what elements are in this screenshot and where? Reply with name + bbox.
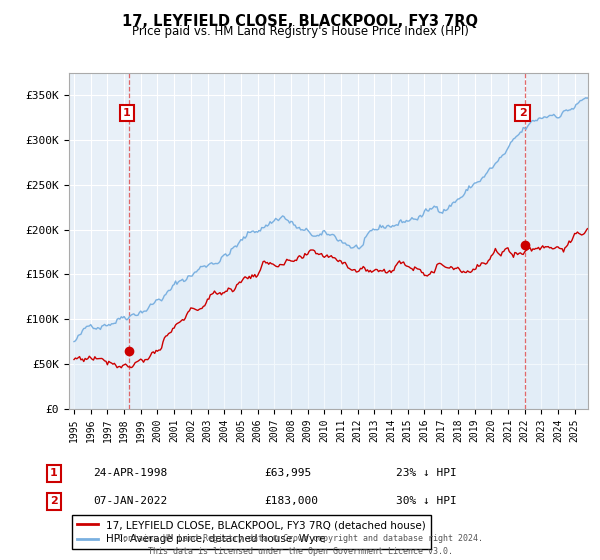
Text: 2: 2 bbox=[519, 108, 526, 118]
Text: 1: 1 bbox=[123, 108, 131, 118]
Legend: 17, LEYFIELD CLOSE, BLACKPOOL, FY3 7RQ (detached house), HPI: Average price, det: 17, LEYFIELD CLOSE, BLACKPOOL, FY3 7RQ (… bbox=[71, 515, 431, 549]
Text: 2: 2 bbox=[50, 496, 58, 506]
Text: 17, LEYFIELD CLOSE, BLACKPOOL, FY3 7RQ: 17, LEYFIELD CLOSE, BLACKPOOL, FY3 7RQ bbox=[122, 14, 478, 29]
Text: Price paid vs. HM Land Registry's House Price Index (HPI): Price paid vs. HM Land Registry's House … bbox=[131, 25, 469, 38]
Text: 24-APR-1998: 24-APR-1998 bbox=[93, 468, 167, 478]
Text: £183,000: £183,000 bbox=[264, 496, 318, 506]
Text: 07-JAN-2022: 07-JAN-2022 bbox=[93, 496, 167, 506]
Text: 1: 1 bbox=[50, 468, 58, 478]
Text: This data is licensed under the Open Government Licence v3.0.: This data is licensed under the Open Gov… bbox=[148, 547, 452, 556]
Text: £63,995: £63,995 bbox=[264, 468, 311, 478]
Text: Contains HM Land Registry data © Crown copyright and database right 2024.: Contains HM Land Registry data © Crown c… bbox=[118, 534, 482, 543]
Text: 30% ↓ HPI: 30% ↓ HPI bbox=[396, 496, 457, 506]
Text: 23% ↓ HPI: 23% ↓ HPI bbox=[396, 468, 457, 478]
